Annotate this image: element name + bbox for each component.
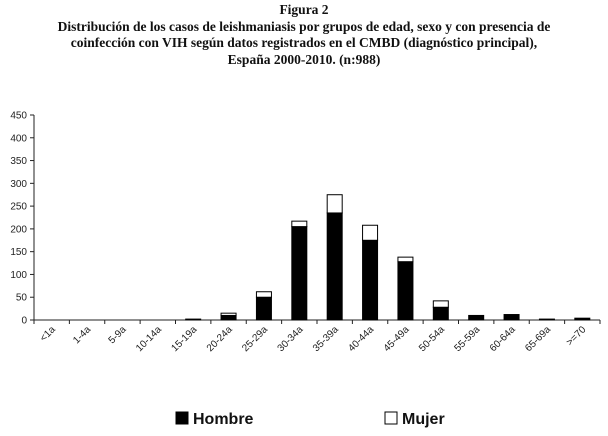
bar-mujer-7	[291, 220, 308, 228]
x-tick-label-15: >=70	[565, 324, 589, 348]
bar-hombre-8	[326, 212, 343, 321]
x-tick-label-9: 40-44a	[346, 324, 376, 354]
bar-mujer-10	[397, 256, 414, 263]
y-tick-label-9: 450	[10, 111, 27, 122]
bar-hombre-14	[538, 318, 555, 321]
figure-title-line-1: Distribución de los casos de leishmanias…	[57, 18, 551, 34]
bar-hombre-6	[255, 296, 272, 321]
y-tick-label-6: 300	[10, 179, 27, 190]
x-tick-label-10: 45-49a	[382, 324, 412, 354]
x-tick-label-6: 25-29a	[240, 324, 270, 354]
y-tick-label-5: 250	[10, 202, 27, 213]
bar-mujer-11	[432, 300, 449, 308]
legend-label-mujer: Mujer	[402, 411, 445, 428]
y-tick-label-2: 100	[10, 270, 27, 281]
x-tick-label-8: 35-39a	[311, 324, 341, 354]
bar-mujer-9	[362, 224, 379, 241]
legend-swatch-mujer	[384, 411, 398, 425]
bar-hombre-13	[503, 314, 520, 321]
figure-title-line-2: coinfección con VIH según datos registra…	[70, 35, 538, 50]
x-tick-label-5: 20-24a	[205, 324, 235, 354]
bar-hombre-11	[432, 306, 449, 321]
figure-label: Figura 2	[279, 2, 329, 17]
y-tick-label-3: 150	[10, 247, 27, 258]
bar-hombre-10	[397, 261, 414, 321]
bar-hombre-4	[185, 318, 202, 321]
y-tick-label-4: 200	[10, 224, 27, 235]
x-tick-label-4: 15-19a	[170, 324, 200, 354]
figure-title-line-3: España 2000-2010. (n:988)	[227, 51, 381, 67]
x-tick-label-11: 50-54a	[417, 324, 447, 354]
x-tick-label-14: 65-69a	[523, 324, 553, 354]
x-tick-label-1: 1-4a	[71, 324, 93, 346]
figure-title-block: Figura 2 Distribución de los casos de le…	[0, 2, 608, 68]
bar-mujer-8	[326, 194, 343, 214]
x-tick-label-7: 30-34a	[276, 324, 306, 354]
bar-hombre-7	[291, 226, 308, 321]
legend-label-hombre: Hombre	[193, 411, 254, 428]
x-tick-label-12: 55-59a	[453, 324, 483, 354]
bar-mujer-5	[220, 312, 237, 316]
y-tick-label-0: 0	[21, 316, 27, 327]
bar-hombre-15	[574, 317, 591, 321]
y-tick-label-8: 400	[10, 133, 27, 144]
bar-hombre-5	[220, 314, 237, 321]
y-tick-label-7: 350	[10, 156, 27, 167]
y-tick-label-1: 50	[16, 293, 28, 304]
x-tick-label-2: 5-9a	[107, 324, 129, 346]
bar-hombre-12	[468, 314, 485, 321]
bar-hombre-9	[362, 239, 379, 321]
x-tick-label-13: 60-64a	[488, 324, 518, 354]
x-tick-label-3: 10-14a	[134, 324, 164, 354]
legend-swatch-hombre	[175, 411, 189, 425]
bar-mujer-6	[255, 291, 272, 298]
x-tick-label-0: <1a	[38, 324, 58, 344]
